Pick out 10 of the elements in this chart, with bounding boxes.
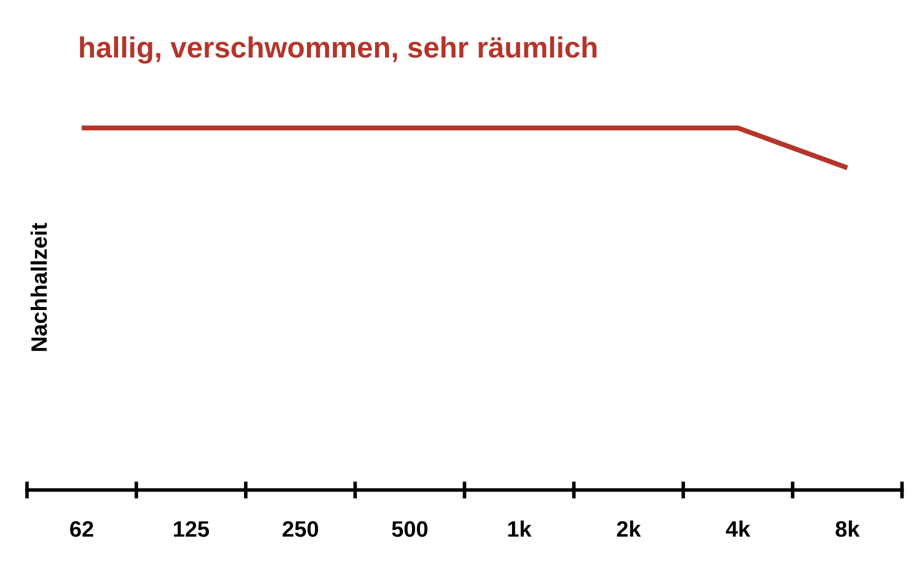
x-tick-label: 4k: [726, 520, 750, 537]
y-axis-title: Nachhallzeit: [30, 222, 47, 351]
x-tick-label: 500: [392, 521, 428, 537]
x-tick-label: 250: [282, 521, 318, 537]
x-tick-label: 1k: [508, 520, 532, 537]
x-tick-label: 2k: [616, 520, 641, 537]
x-tick-label: 125: [174, 521, 209, 537]
chart-title: hallig, verschwommen, sehr räumlich: [80, 36, 597, 64]
x-tick-label: 62: [70, 521, 94, 537]
x-tick-label: 8k: [836, 520, 860, 537]
